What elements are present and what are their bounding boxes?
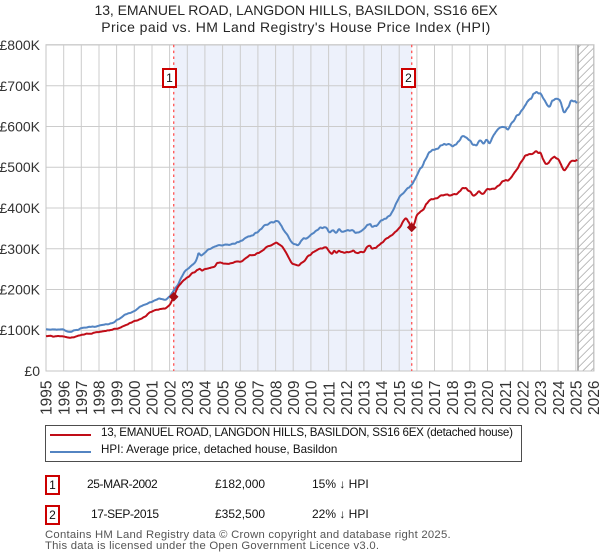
svg-text:1995: 1995: [39, 381, 56, 415]
svg-text:2002: 2002: [162, 381, 179, 415]
svg-text:2005: 2005: [215, 381, 232, 415]
svg-text:2025: 2025: [569, 381, 586, 415]
svg-text:2004: 2004: [198, 380, 215, 415]
svg-text:2016: 2016: [410, 381, 427, 415]
svg-text:2018: 2018: [445, 381, 462, 415]
svg-text:£600K: £600K: [0, 119, 41, 135]
svg-text:2007: 2007: [251, 381, 268, 415]
svg-text:£400K: £400K: [0, 200, 41, 216]
svg-text:£500K: £500K: [0, 159, 41, 175]
svg-text:2023: 2023: [533, 381, 550, 415]
svg-text:2008: 2008: [268, 381, 285, 415]
svg-text:2015: 2015: [392, 381, 409, 415]
svg-text:2021: 2021: [498, 381, 515, 415]
svg-text:1999: 1999: [109, 381, 126, 415]
svg-text:1997: 1997: [74, 381, 91, 415]
svg-text:2012: 2012: [339, 381, 356, 415]
svg-text:2024: 2024: [551, 380, 568, 415]
svg-text:1998: 1998: [92, 381, 109, 415]
svg-text:2006: 2006: [233, 381, 250, 415]
svg-text:£100K: £100K: [0, 322, 41, 338]
svg-text:2013: 2013: [357, 381, 374, 415]
svg-text:2022: 2022: [516, 381, 533, 415]
svg-text:£0: £0: [24, 363, 40, 379]
svg-text:2003: 2003: [180, 381, 197, 415]
svg-text:2001: 2001: [145, 381, 162, 415]
svg-text:2014: 2014: [374, 380, 391, 415]
svg-text:2026: 2026: [586, 381, 600, 415]
svg-text:2020: 2020: [480, 380, 497, 415]
svg-text:2000: 2000: [127, 380, 144, 415]
svg-text:2011: 2011: [321, 382, 338, 415]
svg-text:£300K: £300K: [0, 241, 41, 257]
svg-text:£700K: £700K: [0, 78, 41, 94]
svg-text:2017: 2017: [427, 381, 444, 415]
svg-text:£200K: £200K: [0, 282, 41, 298]
svg-text:2010: 2010: [304, 380, 321, 415]
svg-text:2019: 2019: [463, 381, 480, 415]
svg-text:2009: 2009: [286, 381, 303, 415]
svg-text:£800K: £800K: [0, 37, 41, 53]
svg-text:1996: 1996: [56, 381, 73, 415]
